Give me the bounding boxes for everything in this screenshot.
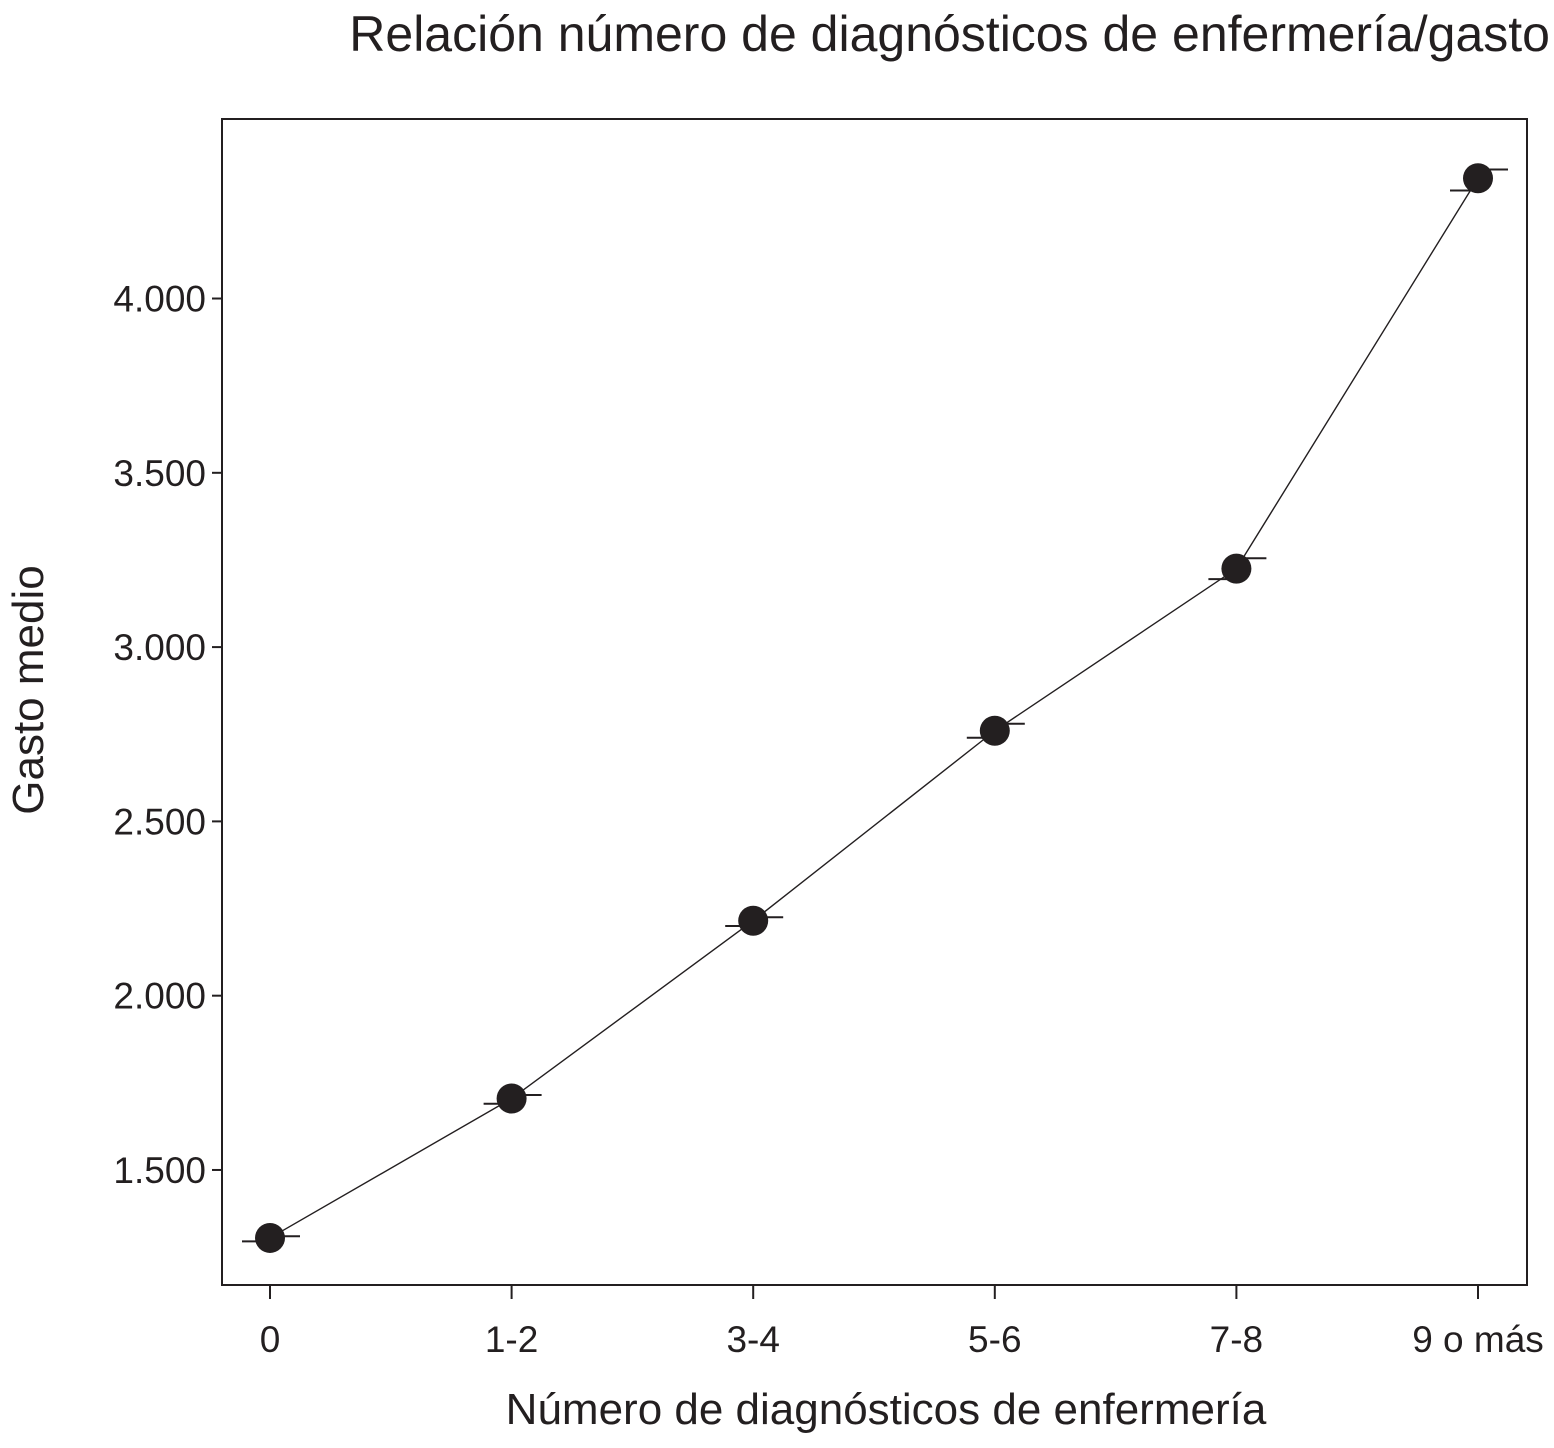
x-tick-label: 5-6 <box>968 1319 1021 1360</box>
data-point <box>738 905 769 936</box>
data-point <box>1221 553 1252 584</box>
x-tick-label: 7-8 <box>1210 1319 1263 1360</box>
x-tick-label: 1-2 <box>485 1319 538 1360</box>
y-tick-label: 2.000 <box>113 976 206 1017</box>
x-tick-label: 9 o más <box>1412 1319 1544 1360</box>
data-point <box>979 715 1010 746</box>
y-tick-label: 3.500 <box>113 453 206 494</box>
y-axis: 1.500 2.000 2.500 3.000 3.500 4.000 <box>113 279 222 1191</box>
plot-frame <box>221 118 1528 1286</box>
y-tick-label: 1.500 <box>113 1150 206 1191</box>
y-tick-label: 4.000 <box>113 279 206 320</box>
data-point <box>496 1083 527 1114</box>
series-line <box>269 177 1479 1239</box>
x-axis-title: Número de diagnósticos de enfermería <box>506 1385 1267 1434</box>
x-axis: 0 1-2 3-4 5-6 7-8 9 o más <box>260 1285 1544 1360</box>
x-tick-label: 0 <box>260 1319 281 1360</box>
series-layer <box>242 163 1508 1253</box>
y-tick-label: 2.500 <box>113 801 206 842</box>
x-tick-label: 3-4 <box>726 1319 779 1360</box>
y-tick-label: 3.000 <box>113 627 206 668</box>
y-axis-title: Gasto medio <box>4 565 53 814</box>
data-point <box>1463 163 1493 194</box>
data-point <box>255 1222 285 1253</box>
chart-title: Relación número de diagnósticos de enfer… <box>349 6 1550 62</box>
